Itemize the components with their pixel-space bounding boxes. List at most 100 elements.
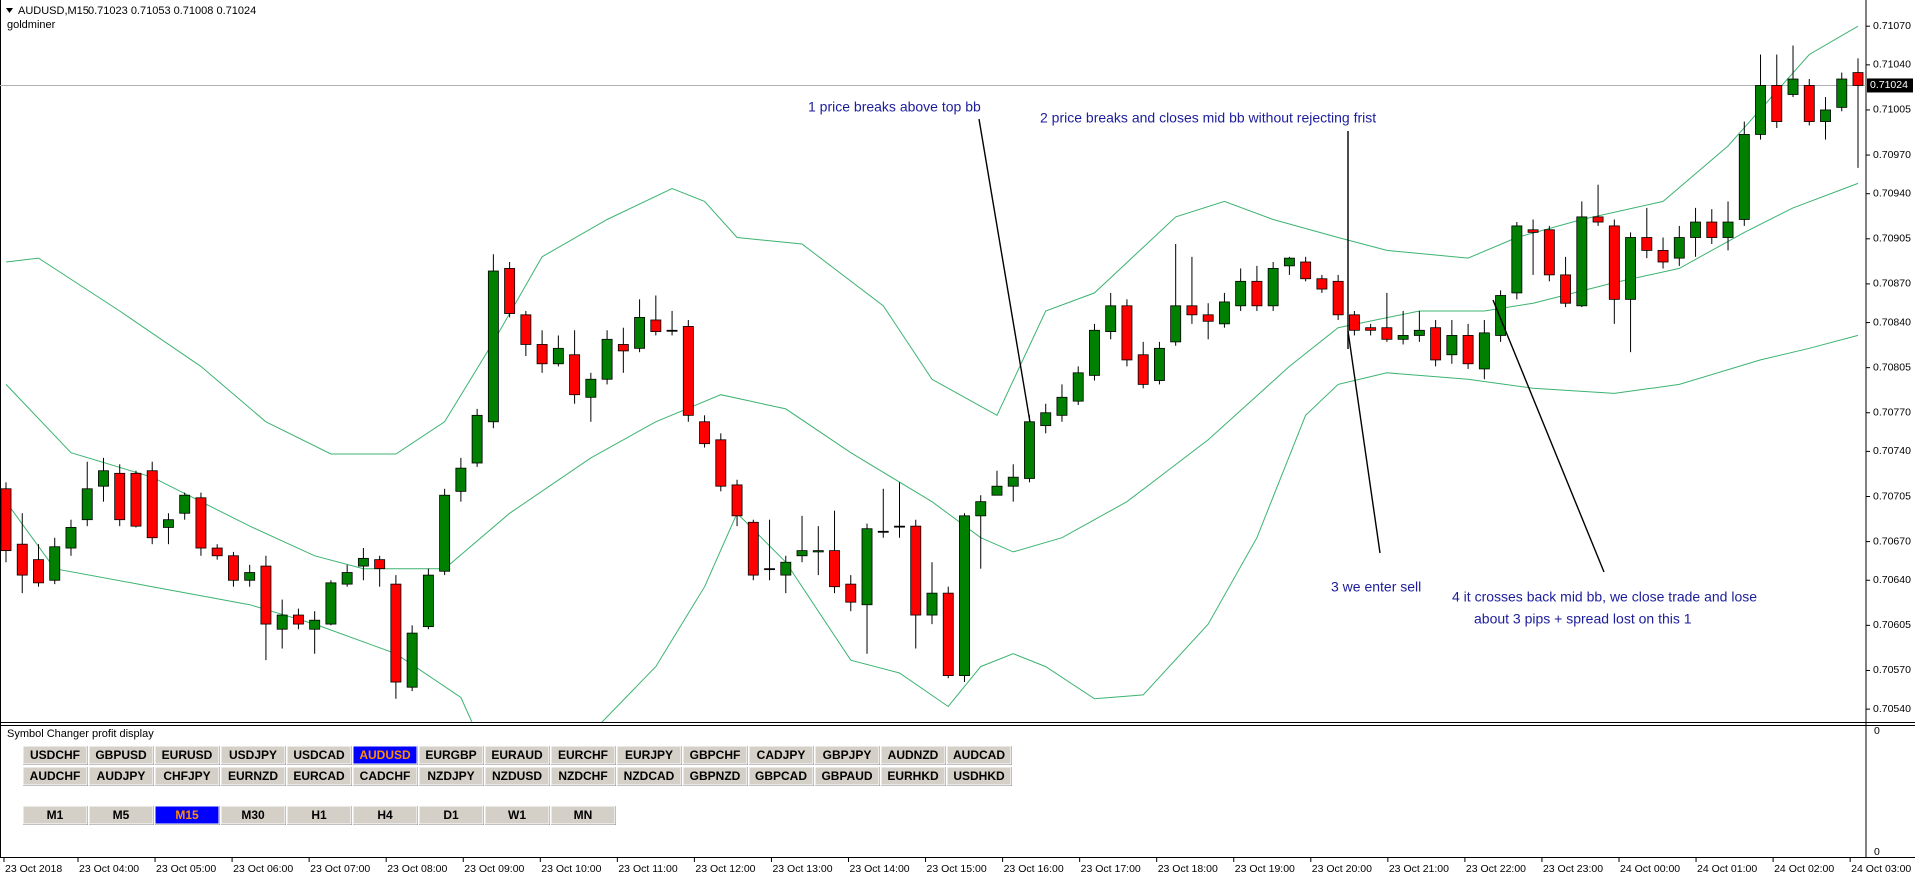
candle-body <box>894 525 905 528</box>
button[interactable] <box>418 745 484 765</box>
button[interactable] <box>418 805 484 825</box>
candle-body <box>228 555 239 581</box>
x-tick-label: 24 Oct 01:00 <box>1697 863 1757 875</box>
button[interactable] <box>484 745 550 765</box>
candle-body <box>991 485 1003 496</box>
candle-body <box>260 565 272 625</box>
candle-body <box>569 354 581 396</box>
button[interactable] <box>616 766 682 786</box>
button[interactable] <box>946 766 1012 786</box>
x-tick-label: 23 Oct 09:00 <box>464 863 524 875</box>
x-tick-label: 23 Oct 12:00 <box>695 863 755 875</box>
button-label: NZDJPY <box>427 769 474 783</box>
button[interactable] <box>748 766 814 786</box>
button[interactable] <box>154 766 220 786</box>
candle-body <box>1186 305 1198 316</box>
candle-body <box>715 439 727 487</box>
button[interactable] <box>550 745 616 765</box>
y-tick-label: 0.70705 <box>1873 490 1911 502</box>
button[interactable] <box>880 766 946 786</box>
candle-body <box>1820 109 1831 122</box>
candle-body <box>1462 335 1474 365</box>
button[interactable] <box>550 805 616 825</box>
candle-body <box>1300 261 1312 280</box>
button[interactable] <box>484 805 550 825</box>
candle-body <box>1089 329 1100 376</box>
candle-body <box>1316 278 1328 290</box>
current-price-box <box>1867 78 1913 93</box>
button[interactable] <box>616 745 682 765</box>
candle-body <box>1543 229 1555 276</box>
button[interactable] <box>682 745 748 765</box>
button-label: USDCHF <box>30 748 80 762</box>
button[interactable] <box>748 745 814 765</box>
button-label: USDHKD <box>953 769 1005 783</box>
annotation: 3 we enter sell <box>1331 579 1421 595</box>
candle-body <box>1511 225 1523 294</box>
button[interactable] <box>22 805 88 825</box>
candle-body <box>325 582 337 625</box>
y-tick-label: 0.70905 <box>1873 233 1911 245</box>
button[interactable] <box>286 805 352 825</box>
button[interactable] <box>88 766 154 786</box>
candle-body <box>1251 280 1263 307</box>
button[interactable] <box>220 805 286 825</box>
x-tick-label: 24 Oct 03:00 <box>1851 863 1911 875</box>
y-tick-label: 0.70870 <box>1873 278 1911 290</box>
y-tick-label: 0.70670 <box>1873 535 1911 547</box>
button[interactable] <box>352 766 418 786</box>
button[interactable] <box>946 745 1012 765</box>
button[interactable] <box>682 766 748 786</box>
button[interactable] <box>22 745 88 765</box>
button[interactable] <box>286 745 352 765</box>
button[interactable] <box>22 766 88 786</box>
y-tick-label: 0.70640 <box>1873 574 1911 586</box>
button[interactable] <box>550 766 616 786</box>
bollinger-band <box>5 25 1859 455</box>
candle-body <box>634 317 646 349</box>
candle-body <box>163 519 174 528</box>
button[interactable] <box>88 745 154 765</box>
annotation: 1 price breaks above top bb <box>808 99 981 115</box>
button[interactable] <box>154 745 220 765</box>
button[interactable] <box>814 745 880 765</box>
button-label: M5 <box>113 808 130 822</box>
candle-body <box>49 546 61 581</box>
button[interactable] <box>220 745 286 765</box>
candle-body <box>146 470 158 539</box>
button[interactable] <box>88 805 154 825</box>
x-tick-label: 23 Oct 06:00 <box>233 863 293 875</box>
candle-body <box>1478 332 1490 370</box>
button[interactable] <box>880 745 946 765</box>
bollinger-band <box>5 334 1859 722</box>
x-tick-label: 23 Oct 14:00 <box>850 863 910 875</box>
button[interactable] <box>220 766 286 786</box>
button[interactable] <box>154 805 220 825</box>
menu-arrow[interactable] <box>6 8 13 13</box>
candle-body <box>1803 85 1815 122</box>
candle-body <box>357 557 369 567</box>
button-label: GBPCAD <box>755 769 807 783</box>
button[interactable] <box>484 766 550 786</box>
button[interactable] <box>352 745 418 765</box>
candle-body <box>1007 476 1019 487</box>
panel-axis-label: 0 <box>1874 725 1880 737</box>
x-tick-label: 23 Oct 11:00 <box>618 863 678 875</box>
button[interactable] <box>352 805 418 825</box>
candle-body <box>33 559 44 584</box>
candle-body <box>731 484 743 517</box>
button-label: EURJPY <box>625 748 673 762</box>
y-tick-label: 0.70940 <box>1873 187 1911 199</box>
button-label: M30 <box>241 808 265 822</box>
button[interactable] <box>814 766 880 786</box>
button-label: W1 <box>508 808 526 822</box>
candle-body <box>1738 134 1750 220</box>
candle-body <box>1836 78 1848 108</box>
candle-body <box>764 568 775 571</box>
button[interactable] <box>286 766 352 786</box>
candle-body <box>1381 327 1393 340</box>
button[interactable] <box>418 766 484 786</box>
candle-body <box>65 527 77 549</box>
candle-body <box>585 378 597 398</box>
